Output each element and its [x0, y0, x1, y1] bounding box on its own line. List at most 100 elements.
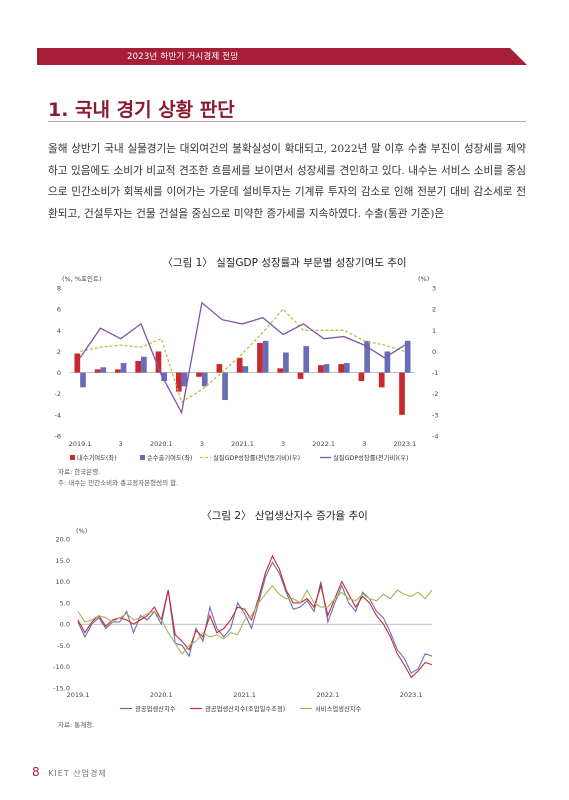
page-number: 8 [32, 765, 41, 779]
figure1-legend-label: 순수출기여도(좌) [147, 453, 192, 462]
figure1-legend-label: 실질GDP성장률(전년동기비)(우) [213, 453, 300, 462]
figure1-right-tick: 2 [432, 306, 436, 314]
figure1-bar [262, 340, 269, 373]
body-paragraph: 올해 상반기 국내 실물경기는 대외여건의 불확실성이 확대되고, 2022년 … [48, 143, 526, 220]
section-title: 1. 국내 경기 상황 판단 [48, 99, 235, 121]
figure1-bar [175, 372, 182, 392]
figure1-right-tick: -3 [432, 411, 438, 419]
figure2-source: 자료: 통계청. [58, 721, 95, 729]
figure1-bar [155, 351, 162, 373]
figure1-x-tick: 2021.1 [231, 440, 254, 448]
figure1-bar [338, 364, 344, 373]
figure1-bar [181, 372, 188, 387]
figure1-source: 자료: 한국은행. [58, 468, 101, 476]
figure1-bar [283, 352, 289, 373]
figure2-y-tick: -10.0 [53, 663, 70, 671]
figure1-legend-label: 내수기여도(좌) [77, 453, 117, 462]
figure1-bar [216, 364, 223, 373]
figure1-bar [196, 372, 202, 377]
figure2-y-tick: 0.0 [60, 621, 70, 629]
figure1-left-tick: 0 [57, 369, 61, 377]
figure2-series-line [77, 584, 433, 655]
figure1-x-tick: 2020.1 [150, 440, 173, 448]
figure2-legend-label: 광공업생산지수(조업일수조정) [205, 704, 285, 713]
figure1-bar [80, 372, 86, 388]
figure1-left-tick: 6 [57, 306, 61, 314]
figure1-bar [242, 366, 249, 373]
figure1-x-tick: 2022.1 [312, 440, 335, 448]
figure2-legend-label: 서비스업생산지수 [315, 704, 362, 713]
figure1-bar [303, 346, 310, 373]
figure1-bar [297, 372, 304, 379]
figure1-bar [201, 372, 208, 387]
figure2-y-tick: -5.0 [57, 642, 70, 650]
figure1-chart: (%, %포인트) (%) 8 6 4 2 0 -2 -4 -6 3 2 1 0 -1 -2 -3 -4 2019.… [55, 274, 439, 462]
running-title: 2023년 하반기 거시경제 전망 [127, 52, 239, 62]
figure1-right-tick: 1 [432, 327, 436, 335]
figure1-bar [135, 360, 142, 373]
figure1-x-tick: 3 [281, 440, 285, 448]
figure1-x-tick: 2019.1 [69, 440, 92, 448]
figure2-x-tick: 2020.1 [150, 691, 173, 699]
figure1-right-tick: 3 [432, 285, 436, 293]
figure1-bar [404, 340, 411, 373]
running-header-bar: 2023년 하반기 거시경제 전망 [37, 48, 527, 65]
figure2-title: 〈그림 2〉 산업생산지수 증가율 추이 [201, 510, 368, 522]
figure2-chart: (%) 20.0 15.0 10.0 5.0 0.0 -5.0 -10.0 -15.02019.… [53, 527, 433, 713]
figure1-right-tick: -2 [432, 390, 438, 398]
figure1-bar [100, 367, 107, 373]
section-title-rule [48, 121, 526, 122]
page-footer: 8 KIET 산업경제 [32, 765, 107, 779]
figure1-bar [94, 369, 101, 373]
figure2-unit: (%) [76, 527, 87, 535]
figure1-left-tick: 4 [57, 327, 61, 335]
figure1-bar [115, 369, 121, 373]
figure1-series-line [79, 301, 406, 415]
figure1-bar [317, 365, 324, 373]
figure1-left-tick: -6 [55, 433, 61, 441]
figure1-title: 〈그림 1〉 실질GDP 성장률과 부문별 성장기여도 추이 [162, 257, 407, 269]
figure1-bar [236, 357, 243, 373]
figure1-bar [277, 368, 284, 373]
figure2-y-tick: 10.0 [56, 578, 70, 586]
figure1-right-tick: -4 [432, 433, 438, 441]
figure1-right-tick: 0 [432, 348, 436, 356]
figure1-left-tick: 8 [57, 285, 61, 293]
figure1-bar [141, 356, 147, 373]
figure2-y-tick: 15.0 [56, 557, 70, 565]
figure1-x-tick: 2023.1 [393, 440, 416, 448]
figure1-right-tick: -1 [432, 369, 438, 377]
figure1-left-unit: (%, %포인트) [62, 274, 102, 283]
figure1-bar [161, 372, 168, 382]
figure1-bar [120, 363, 127, 373]
figure1-legend-label: 실질GDP성장률(전기비)(우) [333, 453, 409, 462]
figure1-legend-swatch [70, 455, 75, 460]
figure2-series-line [77, 561, 433, 674]
figure1-x-tick: 3 [119, 440, 123, 448]
figure2-x-tick: 2022.1 [317, 691, 340, 699]
figure1-x-tick: 3 [362, 440, 366, 448]
figure1-legend-swatch [140, 455, 145, 460]
figure1-bar [222, 372, 228, 401]
figure1-series-line [79, 308, 406, 404]
figure1-right-unit: (%) [418, 275, 429, 283]
figure2-y-tick: 20.0 [56, 536, 70, 544]
figure1-bar [358, 372, 365, 382]
figure1-left-tick: -4 [55, 411, 61, 419]
figure1-bar [364, 340, 370, 373]
figure1-note: 주: 내수는 민간소비와 총고정자본형성의 합. [58, 479, 179, 487]
header-notch [510, 48, 527, 65]
figure2-x-tick: 2019.1 [67, 691, 90, 699]
figure2-y-tick: 5.0 [60, 599, 70, 607]
figure2-legend-label: 광공업생산지수 [135, 704, 176, 713]
figure1-bar [257, 342, 263, 373]
figure1-bar [74, 353, 81, 373]
publication-name: KIET 산업경제 [48, 769, 107, 778]
figure2-x-tick: 2021.1 [233, 691, 256, 699]
figure2-x-tick: 2023.1 [400, 691, 423, 699]
figure1-bar [378, 372, 385, 388]
figure1-left-tick: 2 [57, 348, 61, 356]
figure1-left-tick: -2 [55, 390, 61, 398]
figure2-y-tick: -15.0 [53, 685, 70, 693]
figure1-bar [399, 372, 405, 415]
